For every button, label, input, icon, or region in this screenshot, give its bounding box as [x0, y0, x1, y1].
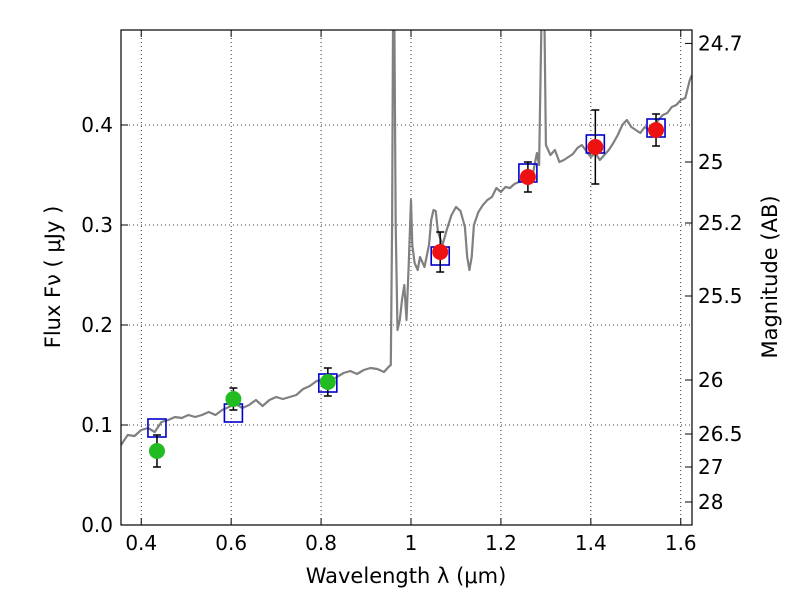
spectrum-line [121, 30, 692, 446]
right-tick-label: 27 [698, 455, 723, 479]
x-tick-label: 1.2 [485, 531, 517, 555]
right-tick-label: 25 [698, 150, 723, 174]
observed-point [319, 374, 336, 390]
y-tick-label: 0.4 [81, 113, 113, 137]
grid-lines [121, 30, 692, 526]
x-tick-label: 1.6 [665, 531, 697, 555]
y-axis-label: Flux Fν ( μJy ) [41, 206, 65, 349]
y-tick-label: 0.2 [81, 313, 113, 337]
x-tick-label: 0.4 [125, 531, 157, 555]
x-tick-label: 1 [405, 531, 418, 555]
observed-point [148, 443, 165, 459]
right-tick-label: 28 [698, 490, 723, 514]
axis-ticks [121, 30, 692, 526]
y-tick-label: 0.1 [81, 413, 113, 437]
observed-point [225, 391, 242, 407]
plot-area [121, 30, 692, 468]
right-axis-label: Magnitude (AB) [758, 195, 782, 358]
observed-point [519, 169, 536, 185]
x-tick-label: 1.4 [575, 531, 607, 555]
x-tick-label: 0.8 [305, 531, 337, 555]
right-tick-label: 25.5 [698, 284, 743, 308]
tick-labels: 0.4 0.6 0.8 1 1.2 1.4 1.6 0.0 0.1 0.2 0.3 0.4 24.7 25… [81, 31, 742, 555]
y-tick-label: 0.3 [81, 213, 113, 237]
x-axis-label: Wavelength λ (μm) [306, 564, 507, 588]
right-tick-label: 26.5 [698, 422, 743, 446]
observed-point [432, 244, 449, 260]
right-tick-label: 26 [698, 368, 723, 392]
plot-frame [120, 29, 693, 526]
x-tick-label: 0.6 [215, 531, 247, 555]
observed-point [648, 122, 665, 138]
right-tick-label: 24.7 [698, 31, 743, 55]
y-tick-label: 0.0 [81, 513, 113, 537]
observed-point [587, 139, 604, 155]
right-tick-label: 25.2 [698, 211, 743, 235]
